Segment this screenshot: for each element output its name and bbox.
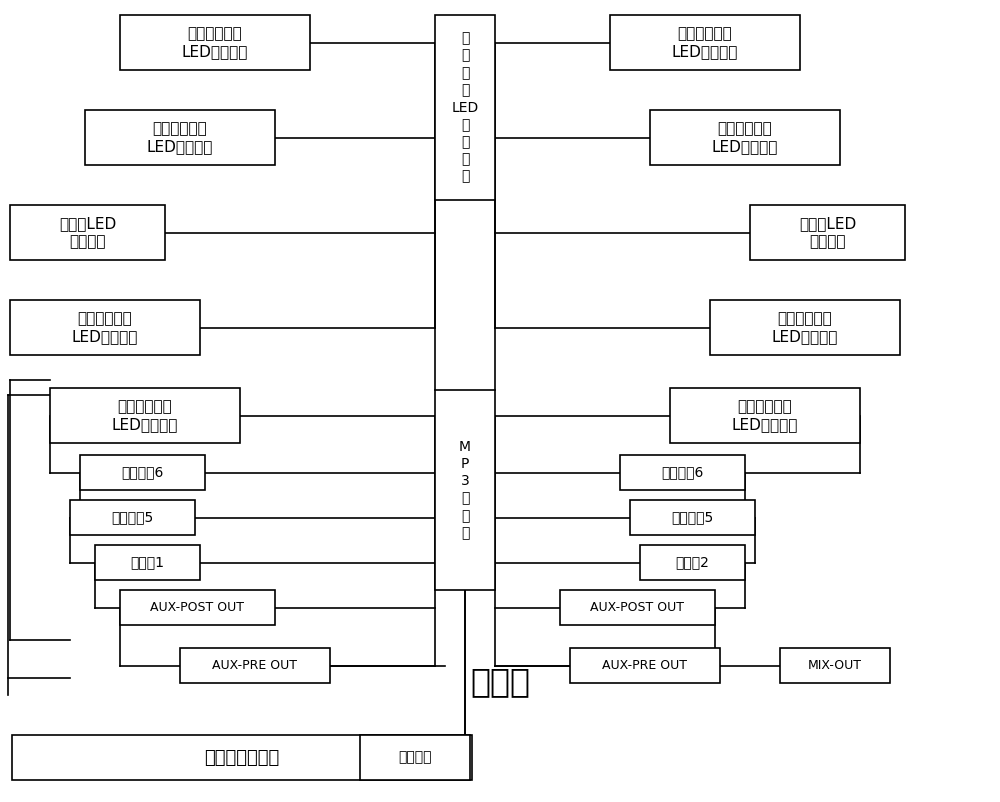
FancyBboxPatch shape — [620, 455, 745, 490]
FancyBboxPatch shape — [180, 648, 330, 683]
FancyBboxPatch shape — [120, 15, 310, 70]
Text: 前置返听音箱
LED电平显示: 前置返听音箱 LED电平显示 — [147, 120, 213, 154]
Text: 辅助输出5: 辅助输出5 — [111, 511, 154, 525]
FancyBboxPatch shape — [80, 455, 205, 490]
FancyBboxPatch shape — [630, 500, 755, 535]
FancyBboxPatch shape — [650, 110, 840, 165]
Text: AUX-PRE OUT: AUX-PRE OUT — [212, 659, 298, 672]
FancyBboxPatch shape — [435, 390, 495, 590]
Text: 主音箱LED
电平显示: 主音箱LED 电平显示 — [59, 216, 116, 249]
Text: 后场补声音箱
LED电平显示: 后场补声音箱 LED电平显示 — [732, 399, 798, 432]
Text: 音频综合处理器: 音频综合处理器 — [204, 748, 280, 767]
FancyBboxPatch shape — [640, 545, 745, 580]
Text: 主输出1: 主输出1 — [130, 556, 164, 569]
Text: 辅助输出: 辅助输出 — [398, 751, 432, 764]
FancyBboxPatch shape — [50, 388, 240, 443]
FancyBboxPatch shape — [120, 590, 275, 625]
FancyBboxPatch shape — [95, 545, 200, 580]
Text: 辅助输出6: 辅助输出6 — [661, 465, 704, 480]
Text: 辅助输出5: 辅助输出5 — [671, 511, 714, 525]
FancyBboxPatch shape — [360, 735, 470, 780]
Text: 调音台: 调音台 — [470, 665, 530, 698]
Text: AUX-PRE OUT: AUX-PRE OUT — [602, 659, 688, 672]
FancyBboxPatch shape — [560, 590, 715, 625]
FancyBboxPatch shape — [570, 648, 720, 683]
FancyBboxPatch shape — [85, 110, 275, 165]
FancyBboxPatch shape — [10, 300, 200, 355]
FancyBboxPatch shape — [610, 15, 800, 70]
Text: 前置返听音箱
LED电平显示: 前置返听音箱 LED电平显示 — [712, 120, 778, 154]
Text: M
P
3
播
放
器: M P 3 播 放 器 — [459, 439, 471, 541]
Text: 主音箱LED
电平显示: 主音箱LED 电平显示 — [799, 216, 856, 249]
Text: 中场补声音箱
LED电平显示: 中场补声音箱 LED电平显示 — [72, 310, 138, 344]
Text: MIX-OUT: MIX-OUT — [808, 659, 862, 672]
FancyBboxPatch shape — [12, 735, 472, 780]
FancyBboxPatch shape — [710, 300, 900, 355]
Text: 中场补声音箱
LED电平显示: 中场补声音箱 LED电平显示 — [772, 310, 838, 344]
Text: 辅助输出6: 辅助输出6 — [121, 465, 164, 480]
Text: AUX-POST OUT: AUX-POST OUT — [150, 601, 244, 614]
FancyBboxPatch shape — [70, 500, 195, 535]
Text: AUX-POST OUT: AUX-POST OUT — [590, 601, 684, 614]
Text: 后置返听音箱
LED电平显示: 后置返听音箱 LED电平显示 — [182, 26, 248, 59]
Text: 后场补声音箱
LED电平显示: 后场补声音箱 LED电平显示 — [112, 399, 178, 432]
FancyBboxPatch shape — [780, 648, 890, 683]
FancyBboxPatch shape — [435, 15, 495, 200]
Text: 中
置
音
箱
LED
电
平
显
示: 中 置 音 箱 LED 电 平 显 示 — [451, 31, 479, 184]
FancyBboxPatch shape — [750, 205, 905, 260]
FancyBboxPatch shape — [10, 205, 165, 260]
Text: 主输出2: 主输出2 — [676, 556, 709, 569]
FancyBboxPatch shape — [670, 388, 860, 443]
Text: 后置返听音箱
LED电平显示: 后置返听音箱 LED电平显示 — [672, 26, 738, 59]
